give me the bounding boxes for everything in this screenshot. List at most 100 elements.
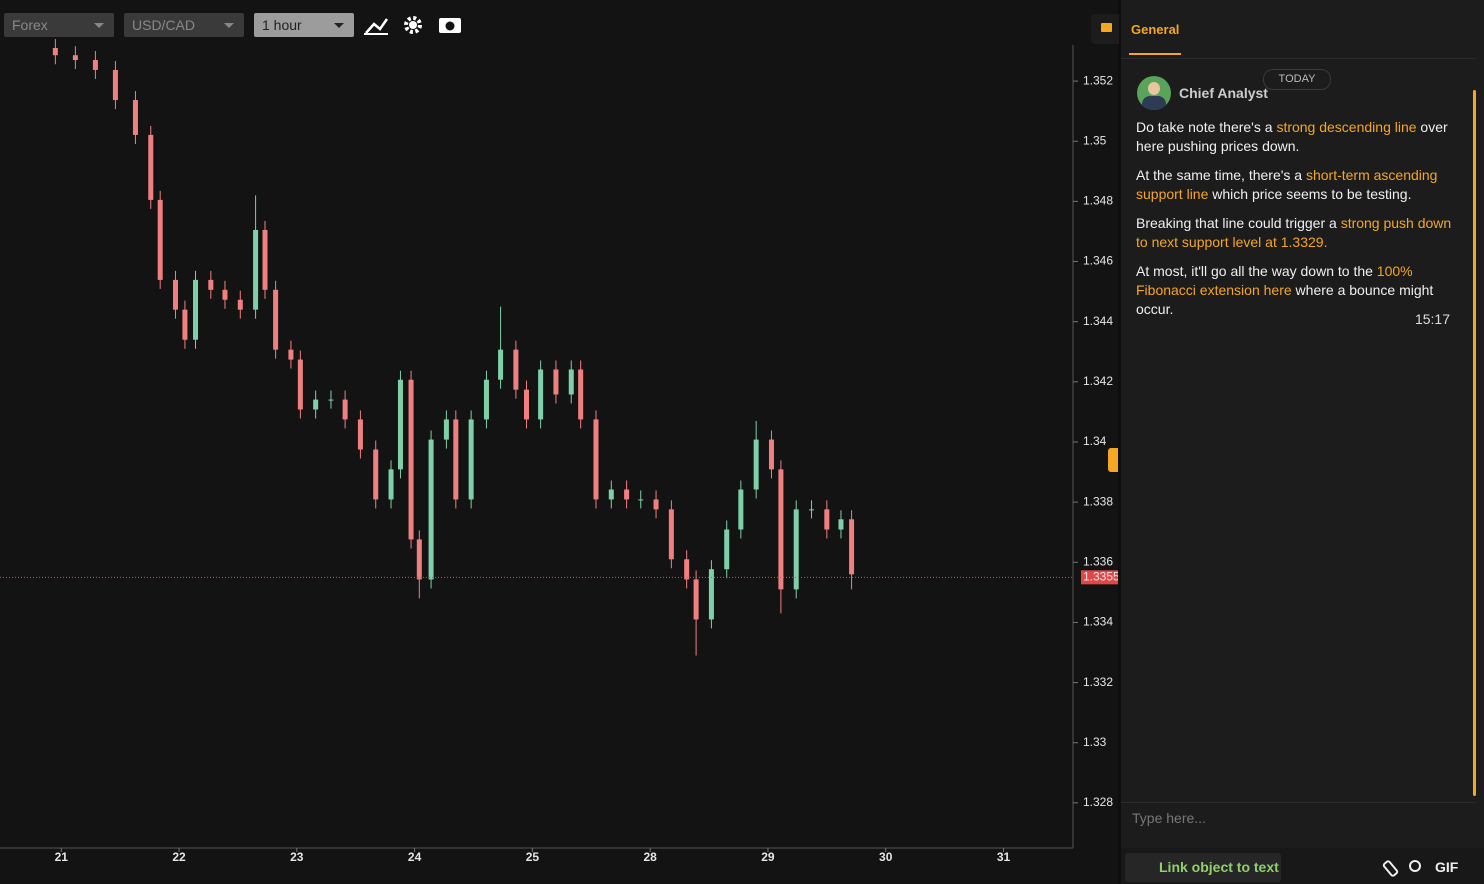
candle-body bbox=[388, 469, 394, 500]
y-tick-label: 1.35 bbox=[1083, 133, 1107, 147]
x-tick-label: 30 bbox=[879, 850, 893, 864]
candle-body bbox=[553, 369, 559, 395]
highlighted-text: strong descending line bbox=[1276, 119, 1417, 135]
candle-body bbox=[778, 469, 784, 590]
candle-body bbox=[428, 439, 434, 580]
x-tick-label: 31 bbox=[997, 850, 1011, 864]
camera-lens bbox=[445, 21, 455, 31]
candle-body bbox=[408, 379, 414, 540]
message-paragraph: Breaking that line could trigger a stron… bbox=[1136, 214, 1454, 252]
y-tick-label: 1.344 bbox=[1083, 314, 1113, 328]
candle-body bbox=[468, 419, 474, 500]
candle-body bbox=[593, 419, 599, 500]
x-tick-label: 29 bbox=[761, 850, 775, 864]
market-select[interactable]: Forex bbox=[4, 13, 114, 37]
candle-body bbox=[253, 229, 259, 310]
settings-icon[interactable] bbox=[404, 16, 422, 34]
tab-underline bbox=[1129, 53, 1181, 55]
indicator-icon[interactable] bbox=[365, 18, 389, 34]
y-tick-label: 1.348 bbox=[1083, 194, 1113, 208]
message-text: which price seems to be testing. bbox=[1208, 186, 1412, 202]
y-tick-label: 1.346 bbox=[1083, 254, 1113, 268]
candle-body bbox=[838, 519, 844, 530]
candle-body bbox=[157, 199, 163, 280]
scrollbar[interactable] bbox=[1473, 90, 1476, 796]
candle-body bbox=[653, 499, 659, 510]
candle-body bbox=[513, 349, 519, 390]
y-tick-label: 1.338 bbox=[1083, 494, 1113, 508]
y-tick-label: 1.34 bbox=[1083, 434, 1107, 448]
toolbar-icons[interactable] bbox=[364, 16, 461, 35]
candle-body bbox=[483, 379, 489, 420]
message-text: At most, it'll go all the way down to th… bbox=[1136, 263, 1377, 279]
candle-body bbox=[608, 489, 614, 500]
candle-body bbox=[809, 509, 815, 511]
candle-body bbox=[738, 489, 744, 530]
link-object-button[interactable]: Link object to text bbox=[1125, 853, 1281, 882]
message: Do take note there's a strong descending… bbox=[1136, 118, 1454, 329]
message-input[interactable]: Type here... bbox=[1132, 810, 1206, 826]
candle-body bbox=[132, 100, 138, 135]
candle-body bbox=[443, 419, 449, 440]
candle-body bbox=[668, 509, 674, 560]
x-tick-label: 24 bbox=[408, 850, 422, 864]
message-paragraph: Do take note there's a strong descending… bbox=[1136, 118, 1454, 156]
candle-body bbox=[708, 569, 714, 620]
candle-body bbox=[638, 499, 644, 501]
gif-button[interactable]: GIF bbox=[1435, 859, 1459, 875]
candle-body bbox=[342, 399, 348, 420]
highlighted-text: strong push down to next support level a… bbox=[1136, 215, 1452, 250]
candle-body bbox=[416, 539, 422, 580]
chat-panel: General TODAY Chief Analyst Do take note… bbox=[1091, 0, 1484, 884]
chart-background bbox=[0, 0, 1118, 884]
symbol-select[interactable]: USD/CAD bbox=[124, 13, 244, 37]
chat-toggle[interactable] bbox=[1091, 14, 1119, 44]
candle-body bbox=[288, 349, 294, 360]
candle-body bbox=[52, 48, 58, 56]
last-price-label: 1.3355 bbox=[1083, 569, 1118, 583]
message-text: Breaking that line could trigger a bbox=[1136, 215, 1341, 231]
candle-body bbox=[684, 559, 690, 580]
x-tick-label: 25 bbox=[526, 850, 540, 864]
avatar-face bbox=[1148, 82, 1160, 95]
interval-select[interactable]: 1 hour bbox=[254, 13, 354, 37]
y-tick-label: 1.334 bbox=[1083, 615, 1113, 629]
message-text: At the same time, there's a bbox=[1136, 167, 1306, 183]
candle-body bbox=[182, 309, 188, 340]
last-price-badge bbox=[1081, 570, 1118, 585]
candle-body bbox=[193, 279, 199, 340]
emoji-button[interactable] bbox=[1409, 860, 1421, 872]
candle-body bbox=[92, 60, 98, 70]
x-tick-label: 23 bbox=[290, 850, 304, 864]
y-tick-label: 1.336 bbox=[1083, 554, 1113, 568]
candle-body bbox=[724, 529, 730, 570]
chat-tab[interactable]: General bbox=[1131, 22, 1180, 37]
candle-body bbox=[624, 489, 630, 500]
candle-body bbox=[297, 359, 303, 410]
candle-body bbox=[222, 289, 228, 300]
candle-body bbox=[753, 439, 759, 490]
settings-icon-core bbox=[409, 21, 417, 29]
candle-body bbox=[793, 509, 799, 590]
candle-body bbox=[453, 419, 459, 500]
y-tick-label: 1.342 bbox=[1083, 374, 1113, 388]
candle-body bbox=[568, 369, 574, 395]
input-divider bbox=[1121, 802, 1476, 803]
y-tick-label: 1.332 bbox=[1083, 675, 1113, 689]
y-tick-label: 1.352 bbox=[1083, 73, 1113, 87]
candle-body bbox=[578, 369, 584, 420]
author-avatar bbox=[1137, 76, 1171, 110]
candle-body bbox=[262, 229, 268, 290]
candle-body bbox=[373, 449, 379, 500]
candle-body bbox=[328, 399, 334, 401]
message-text: where a bounce might occur. bbox=[1136, 282, 1434, 317]
x-tick-label: 21 bbox=[55, 850, 69, 864]
header-divider bbox=[1121, 58, 1476, 59]
candle-body bbox=[313, 399, 319, 410]
x-tick-label: 22 bbox=[172, 850, 186, 864]
candle-body bbox=[849, 519, 855, 575]
candle-body bbox=[693, 579, 699, 620]
message-paragraph: At most, it'll go all the way down to th… bbox=[1136, 262, 1454, 319]
candle-body bbox=[208, 279, 214, 290]
